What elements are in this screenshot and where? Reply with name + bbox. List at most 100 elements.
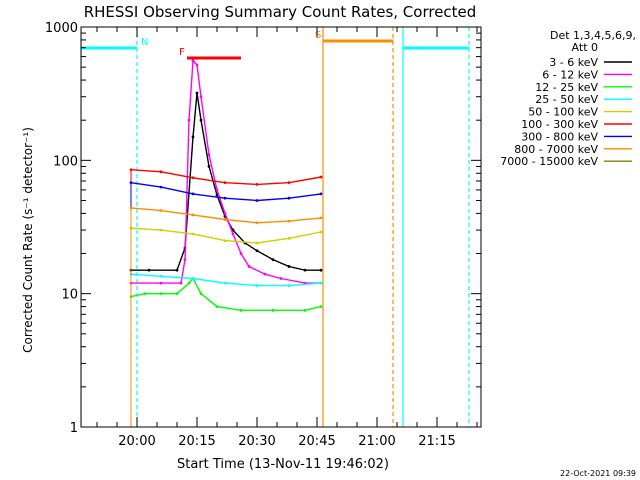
series-1-point-14 bbox=[263, 272, 267, 276]
legend-label-3: 25 - 50 keV bbox=[535, 93, 598, 106]
series-3-point-4 bbox=[255, 284, 259, 287]
series-4-point-4 bbox=[255, 241, 259, 245]
series-0-point-2 bbox=[175, 268, 179, 272]
x-tick-label-4: 21:00 bbox=[358, 434, 395, 449]
series-2-point-1 bbox=[143, 292, 147, 296]
series-7-point-4 bbox=[255, 221, 259, 225]
legend-label-7: 800 - 7000 keV bbox=[514, 143, 598, 156]
legend-label-4: 50 - 100 keV bbox=[528, 106, 598, 119]
series-line-1 bbox=[131, 58, 321, 284]
y-tick-label-3: 1000 bbox=[45, 21, 78, 36]
series-2-point-9 bbox=[271, 308, 275, 312]
chart-title: RHESSI Observing Summary Count Rates, Co… bbox=[84, 3, 477, 21]
series-6-point-0 bbox=[129, 181, 133, 185]
series-3-point-6 bbox=[319, 281, 323, 285]
series-2-point-7 bbox=[215, 305, 219, 308]
legend-label-5: 100 - 300 keV bbox=[521, 118, 598, 131]
series-6-point-4 bbox=[255, 199, 259, 202]
x-tick-label-2: 20:30 bbox=[238, 434, 275, 449]
series-5-point-0 bbox=[129, 168, 133, 172]
series-3-point-5 bbox=[287, 284, 291, 287]
series-5-point-3 bbox=[223, 181, 227, 185]
series-2-point-2 bbox=[159, 292, 163, 296]
x-tick-label-1: 20:15 bbox=[178, 434, 215, 449]
series-6-point-6 bbox=[319, 192, 323, 196]
series-1-point-13 bbox=[247, 265, 251, 268]
annotation-N-label: N bbox=[141, 37, 148, 48]
series-1-point-11 bbox=[231, 232, 235, 236]
plot-frame bbox=[80, 26, 482, 428]
attenuator-label: Att 0 bbox=[572, 41, 598, 54]
series-6-point-3 bbox=[223, 196, 227, 200]
series-6-point-2 bbox=[191, 192, 195, 196]
series-1-point-8 bbox=[207, 153, 211, 157]
detector-label: Det 1,3,4,5,6,9, bbox=[550, 29, 636, 42]
series-0-point-15 bbox=[303, 268, 307, 272]
series-0-point-13 bbox=[271, 258, 275, 262]
series-5-point-1 bbox=[159, 170, 163, 174]
series-0-point-5 bbox=[195, 91, 199, 95]
series-1-point-2 bbox=[179, 281, 183, 285]
series-2-point-10 bbox=[303, 308, 307, 312]
legend-label-0: 3 - 6 keV bbox=[549, 56, 598, 69]
series-4-point-5 bbox=[287, 236, 291, 240]
series-2-point-8 bbox=[239, 308, 243, 312]
series-0-point-8 bbox=[215, 193, 219, 197]
y-axis-label: Corrected Count Rate (s⁻¹ detector⁻¹) bbox=[21, 127, 35, 353]
annotation-F-label: F bbox=[179, 47, 185, 58]
series-0-point-16 bbox=[319, 268, 323, 272]
series-1-point-3 bbox=[183, 258, 187, 262]
series-5-point-4 bbox=[255, 182, 259, 186]
series-0-point-1 bbox=[147, 268, 151, 272]
series-7-point-6 bbox=[319, 216, 323, 220]
series-1-point-9 bbox=[215, 188, 219, 192]
series-3-point-3 bbox=[223, 281, 227, 285]
y-tick-label-1: 10 bbox=[61, 288, 78, 303]
series-3-point-1 bbox=[159, 274, 163, 278]
x-tick-label-5: 21:15 bbox=[418, 434, 455, 449]
series-4-point-1 bbox=[159, 228, 163, 232]
legend-label-6: 300 - 800 keV bbox=[521, 130, 598, 143]
series-1-point-10 bbox=[223, 211, 227, 215]
series-5-point-5 bbox=[287, 181, 291, 185]
series-0-point-7 bbox=[207, 165, 211, 168]
series-7-point-2 bbox=[191, 213, 195, 217]
x-tick-label-0: 20:00 bbox=[118, 434, 155, 449]
legend-label-1: 6 - 12 keV bbox=[542, 68, 598, 81]
series-1-point-12 bbox=[239, 252, 243, 255]
series-1-point-1 bbox=[159, 281, 163, 285]
series-2-point-6 bbox=[199, 292, 203, 296]
series-2-point-11 bbox=[319, 305, 323, 308]
series-2-point-4 bbox=[187, 281, 191, 285]
series-0-point-6 bbox=[199, 118, 203, 122]
legend-label-2: 12 - 25 keV bbox=[535, 81, 598, 94]
series-4-point-6 bbox=[319, 230, 323, 234]
series-7-point-3 bbox=[223, 218, 227, 221]
series-7-point-5 bbox=[287, 219, 291, 223]
x-axis-label: Start Time (13-Nov-11 19:46:02) bbox=[177, 457, 389, 472]
series-2-point-3 bbox=[175, 292, 179, 296]
footer-timestamp: 22-Oct-2021 09:39 bbox=[560, 469, 636, 478]
annotation-S-label: S bbox=[315, 30, 321, 41]
series-0-point-12 bbox=[255, 249, 259, 253]
series-0-point-14 bbox=[287, 265, 291, 268]
series-0-point-4 bbox=[191, 135, 195, 139]
series-5-point-6 bbox=[319, 175, 323, 179]
series-1-point-5 bbox=[191, 59, 195, 62]
series-4-point-3 bbox=[223, 239, 227, 243]
y-tick-label-2: 100 bbox=[53, 154, 78, 169]
y-tick-label-0: 1 bbox=[70, 421, 78, 436]
legend-label-8: 7000 - 15000 keV bbox=[500, 155, 598, 168]
series-6-point-5 bbox=[287, 196, 291, 200]
series-1-point-7 bbox=[199, 95, 203, 99]
x-tick-label-3: 20:45 bbox=[298, 434, 335, 449]
series-3-point-2 bbox=[191, 277, 195, 280]
series-line-2 bbox=[130, 277, 322, 311]
series-5-point-2 bbox=[191, 176, 195, 180]
series-7-point-1 bbox=[159, 209, 163, 212]
series-1-point-4 bbox=[187, 118, 191, 122]
series-4-point-2 bbox=[191, 232, 195, 236]
series-1-point-6 bbox=[195, 63, 199, 67]
series-7-point-0 bbox=[129, 206, 133, 210]
